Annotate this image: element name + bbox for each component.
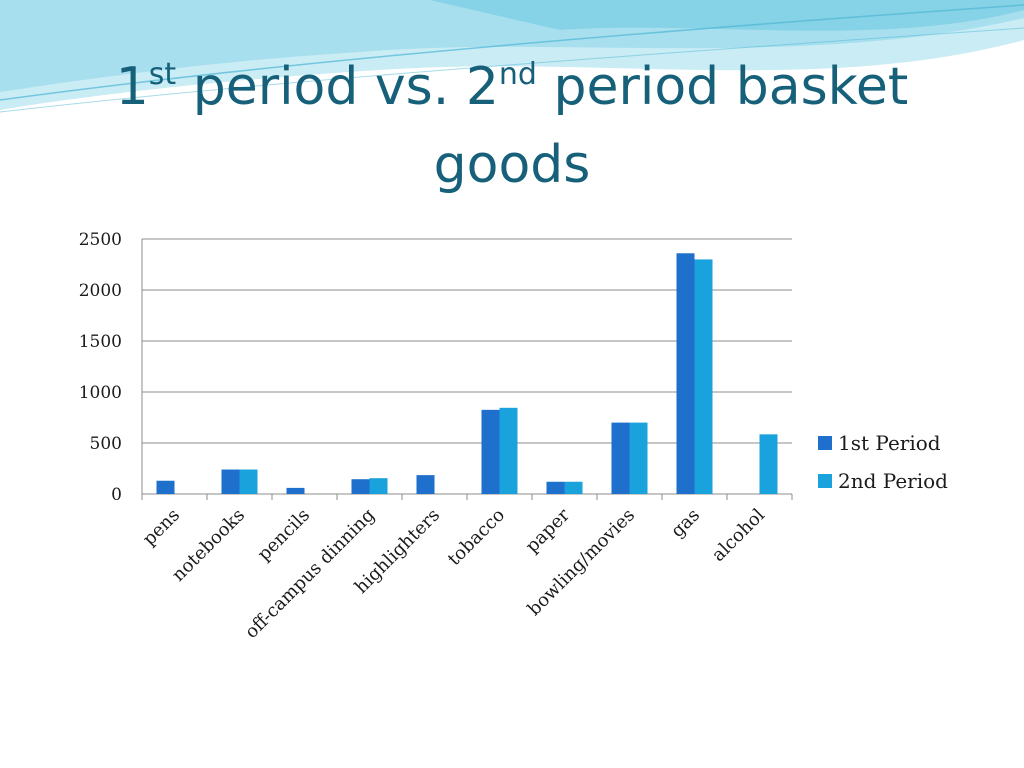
bar-series-2	[564, 481, 583, 494]
category-label: pens	[139, 505, 184, 550]
category-label: paper	[522, 504, 575, 557]
bar-series-2	[629, 422, 648, 494]
bar-series-2	[369, 478, 388, 494]
category-label: off-campus dinning	[241, 505, 379, 643]
title-superscript-1: st	[148, 56, 177, 92]
y-tick-label: 1000	[79, 383, 122, 403]
bar-series-2	[759, 434, 778, 494]
title-part-3: period basket goods	[433, 57, 909, 195]
legend-label: 1st Period	[838, 431, 941, 455]
title-superscript-2: nd	[498, 56, 537, 92]
bar-series-2	[499, 407, 518, 494]
title-part-2: period vs. 2	[176, 57, 499, 117]
title-part-1: 1	[115, 57, 149, 117]
bar-series-2	[694, 259, 713, 494]
bar-series-1	[546, 481, 565, 494]
legend-swatch	[818, 436, 832, 450]
category-label: tobacco	[444, 505, 509, 570]
bar-series-1	[286, 487, 305, 494]
y-tick-label: 0	[111, 485, 122, 505]
legend-label: 2nd Period	[838, 469, 948, 493]
bar-series-2	[239, 469, 258, 494]
legend-swatch	[818, 474, 832, 488]
bar-series-1	[221, 469, 240, 494]
bar-series-1	[156, 480, 175, 494]
slide-title: 1st period vs. 2nd period basket goods	[40, 48, 984, 204]
category-label: gas	[667, 505, 704, 542]
category-label: pencils	[254, 505, 315, 566]
bar-series-1	[351, 479, 370, 494]
bar-series-1	[611, 422, 630, 494]
y-tick-label: 2500	[79, 230, 122, 250]
wave-decoration	[0, 0, 1024, 113]
category-label: alcohol	[708, 505, 769, 566]
y-tick-label: 1500	[79, 332, 122, 352]
y-tick-label: 500	[90, 434, 122, 454]
y-tick-label: 2000	[79, 281, 122, 301]
bar-series-1	[676, 253, 695, 494]
bar-series-1	[416, 475, 435, 494]
bar-series-1	[481, 409, 500, 494]
